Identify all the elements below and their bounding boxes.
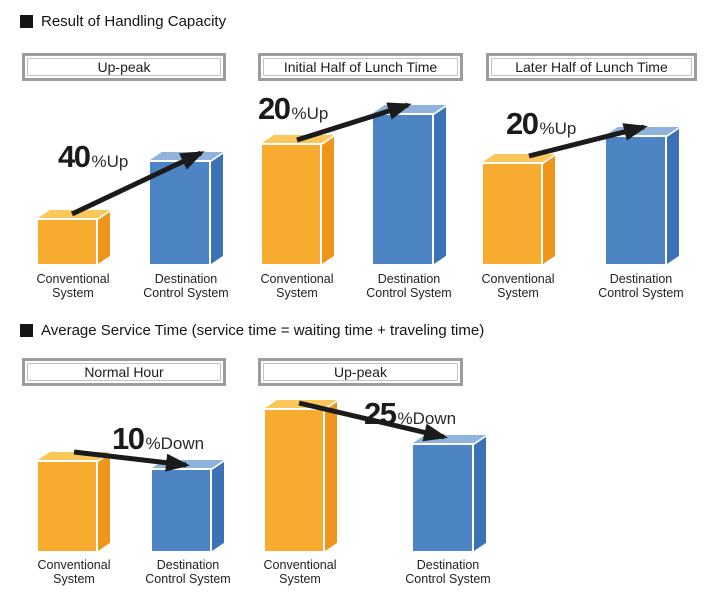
square-bullet-icon <box>20 15 33 28</box>
percent-suffix: %Up <box>91 152 129 171</box>
percent-change-label-up-peak-service: 25 %Down <box>364 396 456 432</box>
chart-title-text: Up-peak <box>263 363 458 381</box>
bar-label-conventional: Conventional System <box>260 272 334 300</box>
percent-change-label-normal-hour: 10 %Down <box>112 421 204 457</box>
chart-title-text: Later Half of Lunch Time <box>491 58 692 76</box>
percent-change-label-later-lunch: 20 %Up <box>506 106 576 142</box>
bar-label-destination: Destination Control System <box>143 272 229 300</box>
bar-side-face <box>212 459 224 551</box>
percent-value: 25 <box>364 396 397 431</box>
chart-title-box-initial-half-lunch: Initial Half of Lunch Time <box>258 53 463 81</box>
bar-conventional-later-lunch <box>483 153 555 264</box>
bar-destination-normal-hour <box>152 459 224 551</box>
bar-label-conventional: Conventional System <box>37 558 111 586</box>
percent-suffix: %Down <box>397 409 457 428</box>
square-bullet-icon <box>20 324 33 337</box>
chart-title-box-normal-hour: Normal Hour <box>22 358 226 386</box>
bar-side-face <box>474 434 486 551</box>
percent-suffix: %Down <box>145 434 205 453</box>
section-heading-handling-capacity: Result of Handling Capacity <box>20 13 226 30</box>
percent-change-label-initial-lunch: 20 %Up <box>258 91 328 127</box>
percent-suffix: %Up <box>291 104 329 123</box>
chart-title-text: Up-peak <box>27 58 221 76</box>
bar-front-face <box>265 408 325 551</box>
bar-front-face <box>413 443 474 551</box>
bar-front-face <box>483 162 543 264</box>
bar-label-conventional: Conventional System <box>481 272 555 300</box>
bar-label-destination: Destination Control System <box>405 558 491 586</box>
bar-front-face <box>152 468 212 551</box>
bar-conventional-normal-hour <box>38 451 110 551</box>
chart-title-box-up-peak-service: Up-peak <box>258 358 463 386</box>
section-heading-text: Result of Handling Capacity <box>41 13 227 30</box>
section-heading-text: Average Service Time (service time = wai… <box>41 322 485 339</box>
chart-title-text: Normal Hour <box>27 363 221 381</box>
chart-title-box-up-peak: Up-peak <box>22 53 226 81</box>
plot-area-average-service-time <box>38 399 486 551</box>
section-heading-average-service-time: Average Service Time (service time = wai… <box>20 322 484 339</box>
bar-label-conventional: Conventional System <box>263 558 337 586</box>
chart-title-text: Initial Half of Lunch Time <box>263 58 458 76</box>
bar-side-face <box>325 399 337 551</box>
percent-value: 10 <box>112 421 145 456</box>
bar-side-face <box>98 451 110 551</box>
bar-destination-up-peak-service <box>413 434 486 551</box>
bar-label-destination: Destination Control System <box>366 272 452 300</box>
bar-conventional-up-peak <box>38 209 110 264</box>
bar-front-face <box>262 143 322 264</box>
bar-label-destination: Destination Control System <box>145 558 231 586</box>
bar-label-conventional: Conventional System <box>36 272 110 300</box>
bar-front-face <box>38 460 98 551</box>
percent-value: 20 <box>258 91 291 126</box>
percent-value: 40 <box>58 139 91 174</box>
bar-conventional-up-peak-service <box>265 399 337 551</box>
percent-change-label-up-peak: 40 %Up <box>58 139 128 175</box>
chart-title-box-later-half-lunch: Later Half of Lunch Time <box>486 53 697 81</box>
percent-suffix: %Up <box>539 119 577 138</box>
percent-value: 20 <box>506 106 539 141</box>
bar-conventional-initial-lunch <box>262 134 334 264</box>
bar-front-face <box>38 218 98 264</box>
bar-label-destination: Destination Control System <box>598 272 684 300</box>
